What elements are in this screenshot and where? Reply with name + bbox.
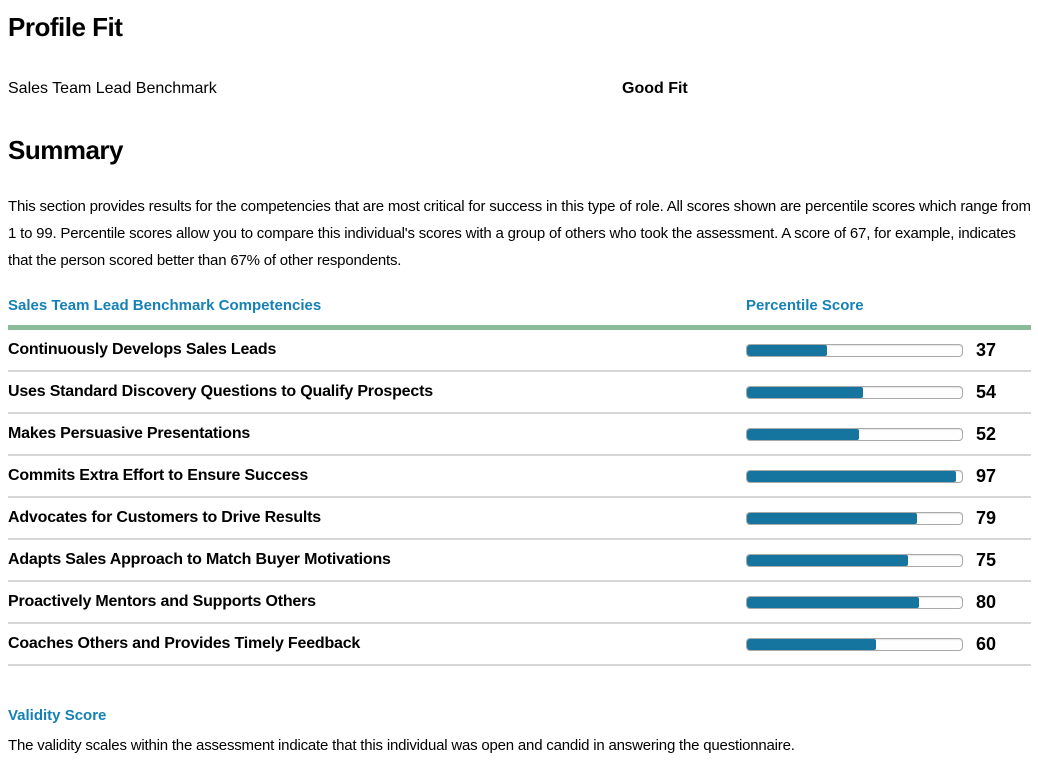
table-row: Makes Persuasive Presentations 52 [8, 414, 1031, 456]
percentile-bar-fill [747, 344, 827, 356]
competency-label: Makes Persuasive Presentations [8, 425, 251, 442]
percentile-score-value: 79 [976, 507, 997, 528]
page-title: Profile Fit [8, 12, 123, 42]
summary-heading: Summary [8, 135, 124, 165]
summary-paragraph: This section provides results for the co… [8, 198, 1031, 269]
percentile-bar-track [746, 637, 963, 651]
percentile-bar-fill [747, 638, 876, 650]
percentile-bar-track [746, 469, 963, 483]
competency-label: Uses Standard Discovery Questions to Qua… [8, 383, 433, 400]
percentile-bar-fill [747, 512, 917, 524]
percentile-bar-track [746, 427, 963, 441]
percentile-score-value: 52 [976, 423, 997, 444]
percentile-score-value: 97 [976, 465, 997, 486]
percentile-bar-fill [747, 596, 919, 608]
table-row: Coaches Others and Provides Timely Feedb… [8, 624, 1031, 666]
table-row: Proactively Mentors and Supports Others … [8, 582, 1031, 624]
table-row: Continuously Develops Sales Leads 37 [8, 330, 1031, 372]
header-divider-rule [8, 325, 1031, 330]
validity-score-heading: Validity Score [8, 707, 107, 724]
competency-label: Advocates for Customers to Drive Results [8, 509, 321, 526]
percentile-bar-fill [747, 386, 864, 398]
benchmark-name: Sales Team Lead Benchmark [8, 80, 217, 97]
percentile-score-value: 60 [976, 633, 997, 654]
table-header-row: Sales Team Lead Benchmark Competencies P… [8, 297, 1031, 314]
competency-label: Adapts Sales Approach to Match Buyer Mot… [8, 551, 391, 568]
competency-table: Continuously Develops Sales Leads 37 Use… [8, 330, 1031, 666]
percentile-score-value: 75 [976, 549, 997, 570]
percentile-bar-fill [747, 470, 956, 482]
percentile-score-value: 37 [976, 339, 997, 360]
competency-label: Proactively Mentors and Supports Others [8, 593, 316, 610]
competency-label: Coaches Others and Provides Timely Feedb… [8, 635, 361, 652]
table-row: Adapts Sales Approach to Match Buyer Mot… [8, 540, 1031, 582]
percentile-bar-track [746, 553, 963, 567]
fit-rating-badge: Good Fit [622, 80, 688, 97]
competency-label: Commits Extra Effort to Ensure Success [8, 467, 309, 484]
percentile-score-value: 80 [976, 591, 997, 612]
table-row: Advocates for Customers to Drive Results… [8, 498, 1031, 540]
table-row: Commits Extra Effort to Ensure Success 9… [8, 456, 1031, 498]
percentile-bar-fill [747, 428, 859, 440]
percentile-bar-track [746, 343, 963, 357]
competency-label: Continuously Develops Sales Leads [8, 341, 277, 358]
percentile-score-column-header: Percentile Score [746, 297, 864, 314]
percentile-bar-fill [747, 554, 909, 566]
benchmark-row: Sales Team Lead Benchmark Good Fit [8, 80, 1031, 98]
percentile-bar-track [746, 385, 963, 399]
table-row: Uses Standard Discovery Questions to Qua… [8, 372, 1031, 414]
percentile-bar-track [746, 511, 963, 525]
percentile-score-value: 54 [976, 381, 997, 402]
validity-paragraph: The validity scales within the assessmen… [8, 737, 795, 754]
percentile-bar-track [746, 595, 963, 609]
competency-column-header: Sales Team Lead Benchmark Competencies [8, 297, 322, 314]
